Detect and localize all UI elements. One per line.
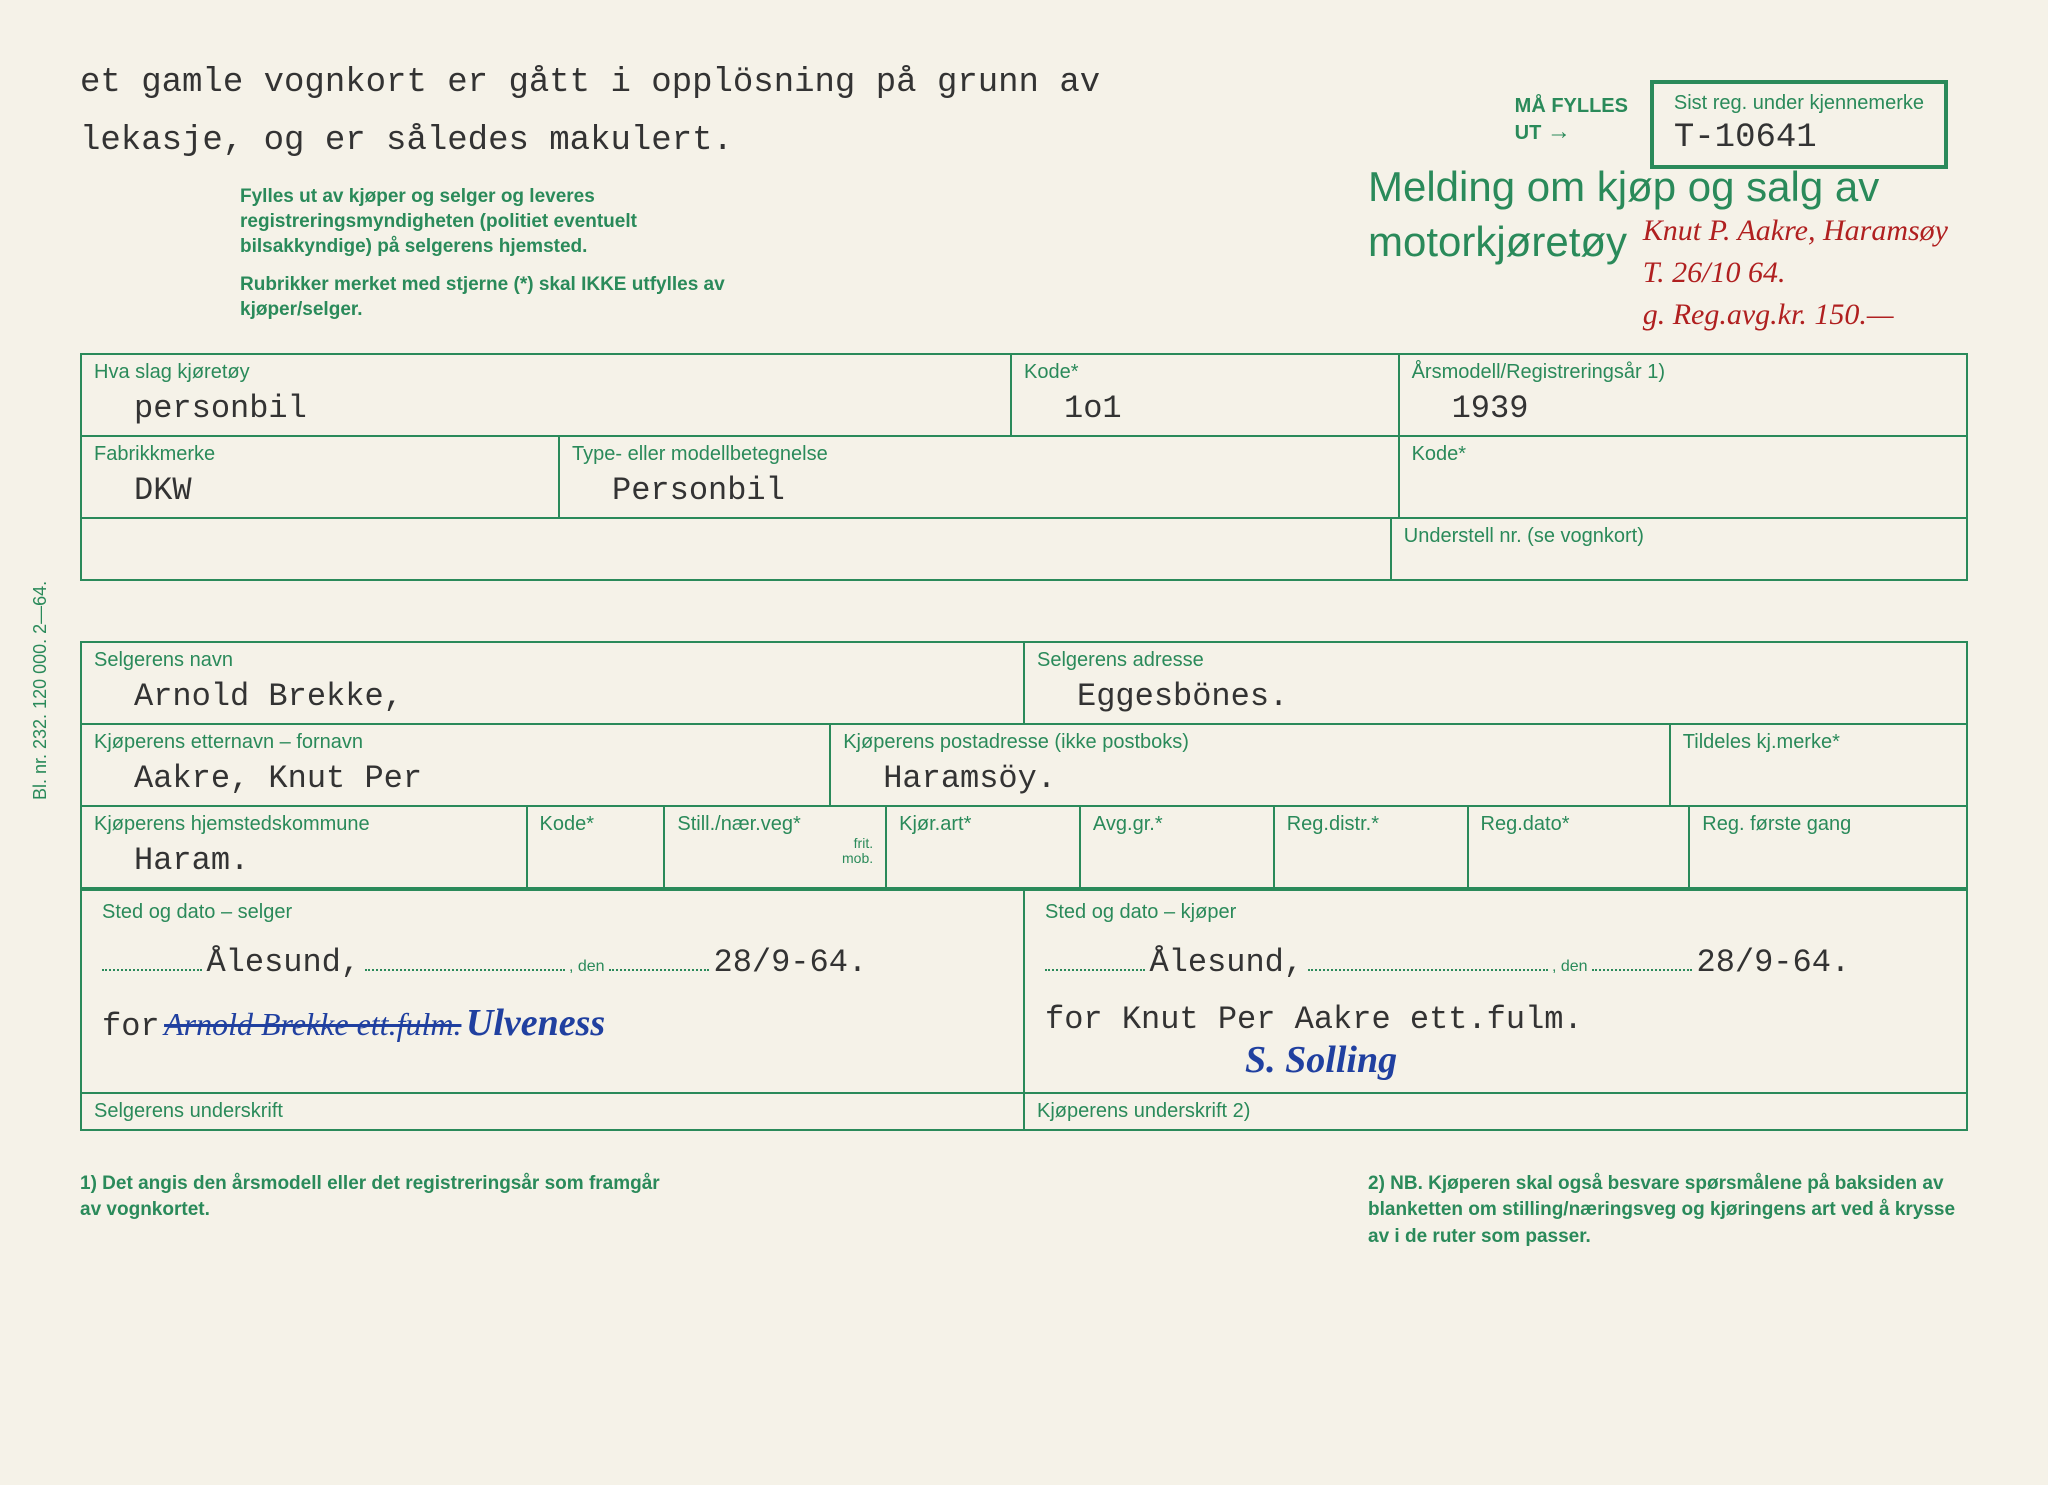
buyer-addr-value: Haramsöy. [883,760,1657,797]
instructions-1: Fylles ut av kjøper og selger og leveres… [240,185,740,259]
regdato-label: Reg.dato* [1481,813,1677,836]
buyer-name-value: Aakre, Knut Per [134,760,817,797]
make-label: Fabrikkmerke [94,443,546,466]
make-value: DKW [134,472,546,509]
seller-date: 28/9-64. [713,944,867,981]
seller-addr-value: Eggesbönes. [1077,678,1954,715]
seller-sig-label: Selgerens underskrift [94,1100,1011,1123]
frit-label: frit. [677,836,873,851]
header-section: et gamle vognkort er gått i opplösning p… [80,60,1968,323]
buyer-place-label: Sted og dato – kjøper [1045,901,1946,924]
model-label: Type- eller modellbetegnelse [572,443,1386,466]
parties-table: Selgerens navn Arnold Brekke, Selgerens … [80,641,1968,1131]
buyer-addr-label: Kjøperens postadresse (ikke postboks) [843,731,1657,754]
seller-place-label: Sted og dato – selger [102,901,1003,924]
kode2-label: Kode* [1412,443,1954,466]
regdistr-label: Reg.distr.* [1287,813,1455,836]
regforste-label: Reg. første gang [1702,813,1954,836]
registration-box: Sist reg. under kjennemerke T-10641 [1650,80,1948,169]
kjorart-label: Kjør.art* [899,813,1067,836]
buyer-date: 28/9-64. [1696,944,1850,981]
ma-fylles-label: MÅ FYLLES UT → [1515,95,1628,146]
seller-for: for [102,1008,160,1045]
kommune-label: Kjøperens hjemstedskommune [94,813,514,836]
buyer-for-line: for Knut Per Aakre ett.fulm. [1045,1001,1583,1038]
buyer-place: Ålesund, [1149,944,1303,981]
form-number-side: Bl. nr. 232. 120 000. 2—64. [30,581,51,800]
instructions-2: Rubrikker merket med stjerne (*) skal IK… [240,273,740,322]
tildeles-label: Tildeles kj.merke* [1683,731,1954,754]
kommune-value: Haram. [134,842,514,879]
arrow-right-icon: → [1547,118,1571,145]
footnote-2: 2) NB. Kjøperen skal også besvare spørsm… [1368,1171,1968,1251]
vehicle-sale-form: Bl. nr. 232. 120 000. 2—64. et gamle vog… [0,0,2048,1485]
vehicle-info-table: Hva slag kjøretøy personbil Kode* 1o1 År… [80,353,1968,581]
footnote-1: 1) Det angis den årsmodell eller det reg… [80,1171,680,1251]
kode3-label: Kode* [540,813,652,836]
seller-den: , den [569,958,605,975]
seller-struck-name: Arnold Brekke ett.fulm. [164,1006,461,1042]
vehicle-type-value: personbil [134,390,998,427]
header-note-line1: et gamle vognkort er gått i opplösning p… [80,60,1368,108]
kode-value: 1o1 [1064,390,1386,427]
seller-name-label: Selgerens navn [94,649,1011,672]
buyer-den: , den [1552,958,1588,975]
seller-place: Ålesund, [206,944,360,981]
buyer-signature: S. Solling [1245,1038,1946,1082]
buyer-name-label: Kjøperens etternavn – fornavn [94,731,817,754]
avggr-label: Avg.gr.* [1093,813,1261,836]
chassis-label: Understell nr. (se vognkort) [1404,525,1954,548]
model-value: Personbil [612,472,1386,509]
footnotes: 1) Det angis den årsmodell eller det reg… [80,1171,1968,1251]
year-label: Årsmodell/Registreringsår 1) [1412,361,1954,384]
year-value: 1939 [1452,390,1954,427]
header-note-line2: lekasje, og er således makulert. [80,118,1368,166]
mob-label: mob. [677,851,873,866]
still-label: Still./nær.veg* [677,813,873,836]
red-handwritten-notes: Knut P. Aakre, Haramsøy T. 26/10 64. g. … [1643,210,1948,336]
seller-addr-label: Selgerens adresse [1037,649,1954,672]
reg-value: T-10641 [1674,119,1924,157]
seller-signature: Ulveness [466,1002,605,1044]
kode-label: Kode* [1024,361,1386,384]
buyer-sig-label: Kjøperens underskrift 2) [1037,1100,1954,1123]
vehicle-type-label: Hva slag kjøretøy [94,361,998,384]
seller-name-value: Arnold Brekke, [134,678,1011,715]
reg-label: Sist reg. under kjennemerke [1674,92,1924,115]
